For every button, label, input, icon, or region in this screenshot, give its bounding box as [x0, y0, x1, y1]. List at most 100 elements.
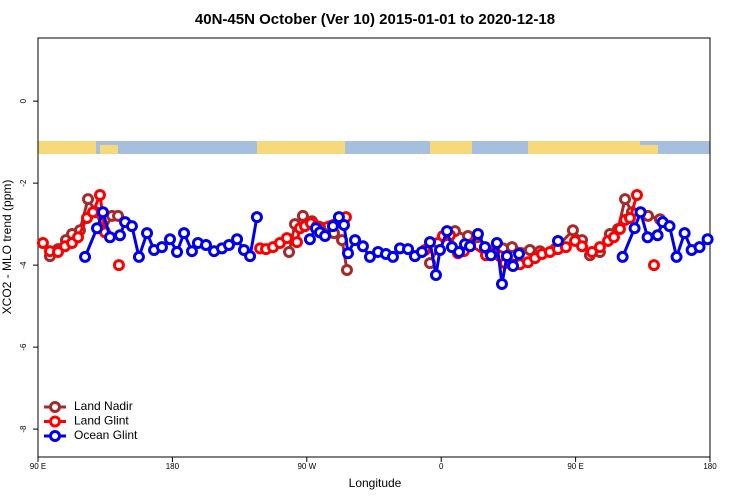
data-point — [452, 246, 465, 259]
chart-title: 40N-45N October (Ver 10) 2015-01-01 to 2… — [195, 11, 555, 28]
x-tick-label: 90 W — [297, 462, 316, 471]
data-point — [648, 259, 660, 272]
data-point — [500, 250, 513, 263]
data-point — [164, 233, 177, 246]
data-point — [280, 232, 293, 245]
data-point — [132, 250, 145, 263]
data-point — [90, 222, 103, 235]
data-point — [628, 222, 641, 235]
data-point — [441, 225, 454, 238]
legend-label: Land Nadir — [74, 399, 133, 413]
data-point — [559, 241, 572, 254]
data-point — [607, 231, 620, 244]
data-point — [641, 231, 654, 244]
data-point — [356, 240, 369, 253]
data-point — [332, 211, 345, 224]
data-point — [478, 241, 491, 254]
data-point — [471, 227, 484, 240]
plot-frame — [37, 37, 711, 458]
data-point — [319, 230, 332, 243]
data-point — [415, 246, 428, 259]
data-point — [222, 239, 235, 252]
data-point — [551, 234, 564, 247]
data-point — [283, 246, 296, 259]
data-point — [619, 193, 632, 206]
data-point — [303, 233, 316, 246]
data-point — [141, 227, 154, 240]
data-point — [93, 189, 106, 202]
data-point — [296, 209, 309, 222]
y-tick-label: -2 — [19, 179, 28, 187]
x-tick-label: 90 E — [567, 462, 583, 471]
legend-label: Land Glint — [74, 414, 129, 428]
data-point — [337, 218, 350, 231]
data-point — [576, 240, 589, 253]
data-point — [566, 224, 579, 237]
data-point — [424, 236, 436, 249]
data-point — [290, 236, 303, 249]
land-sea-strip — [38, 141, 710, 154]
y-tick-label: -4 — [19, 261, 28, 269]
y-tick-label: -6 — [19, 343, 28, 351]
data-point — [185, 245, 198, 258]
data-point — [670, 250, 683, 263]
data-point — [86, 206, 99, 219]
data-point — [72, 231, 85, 244]
data-point — [342, 247, 355, 260]
y-tick-label: 0 — [19, 98, 28, 103]
legend-marker — [49, 415, 61, 428]
data-point — [701, 233, 714, 246]
data-point — [616, 250, 629, 263]
data-point — [513, 248, 526, 261]
data-point — [112, 209, 125, 222]
x-tick-label: 180 — [166, 462, 180, 471]
data-point — [250, 211, 263, 224]
data-point — [171, 246, 184, 259]
data-point — [484, 249, 497, 262]
data-point — [505, 241, 518, 254]
data-point — [326, 220, 339, 233]
data-point — [507, 259, 520, 272]
data-point — [155, 241, 168, 254]
data-point — [402, 243, 415, 256]
data-point — [678, 227, 691, 240]
data-point — [623, 211, 636, 224]
data-point — [244, 250, 257, 263]
data-point — [363, 250, 376, 263]
y-axis-label: XCO2 - MLO trend (ppm) — [0, 180, 14, 315]
data-point — [693, 241, 706, 254]
x-tick-label: 0 — [439, 462, 444, 471]
data-point — [36, 236, 49, 249]
y-tick-label: -8 — [19, 425, 28, 433]
data-point — [125, 220, 138, 233]
legend-marker — [49, 430, 61, 442]
data-point — [340, 264, 353, 277]
legend-marker — [49, 401, 61, 413]
data-point — [82, 193, 95, 206]
data-point — [651, 229, 664, 242]
legend-label: Ocean Glint — [74, 428, 138, 442]
x-axis-label: Longitude — [349, 476, 402, 490]
x-tick-label: 180 — [703, 462, 717, 471]
data-point — [663, 220, 676, 233]
data-point — [630, 189, 643, 202]
data-point — [113, 229, 126, 242]
data-point — [200, 239, 212, 252]
data-point — [112, 259, 125, 272]
data-point — [634, 206, 647, 219]
data-point — [96, 206, 109, 219]
data-point — [79, 250, 92, 263]
data-point — [593, 241, 606, 254]
data-point — [178, 227, 191, 240]
x-tick-label: 90 E — [30, 462, 46, 471]
data-point — [429, 268, 442, 281]
data-point — [434, 243, 447, 256]
data-point — [386, 250, 399, 263]
data-point — [495, 277, 508, 290]
data-point — [613, 223, 626, 236]
data-point — [464, 240, 477, 253]
data-point — [349, 234, 362, 247]
data-point — [231, 233, 244, 246]
data-point — [103, 231, 116, 244]
